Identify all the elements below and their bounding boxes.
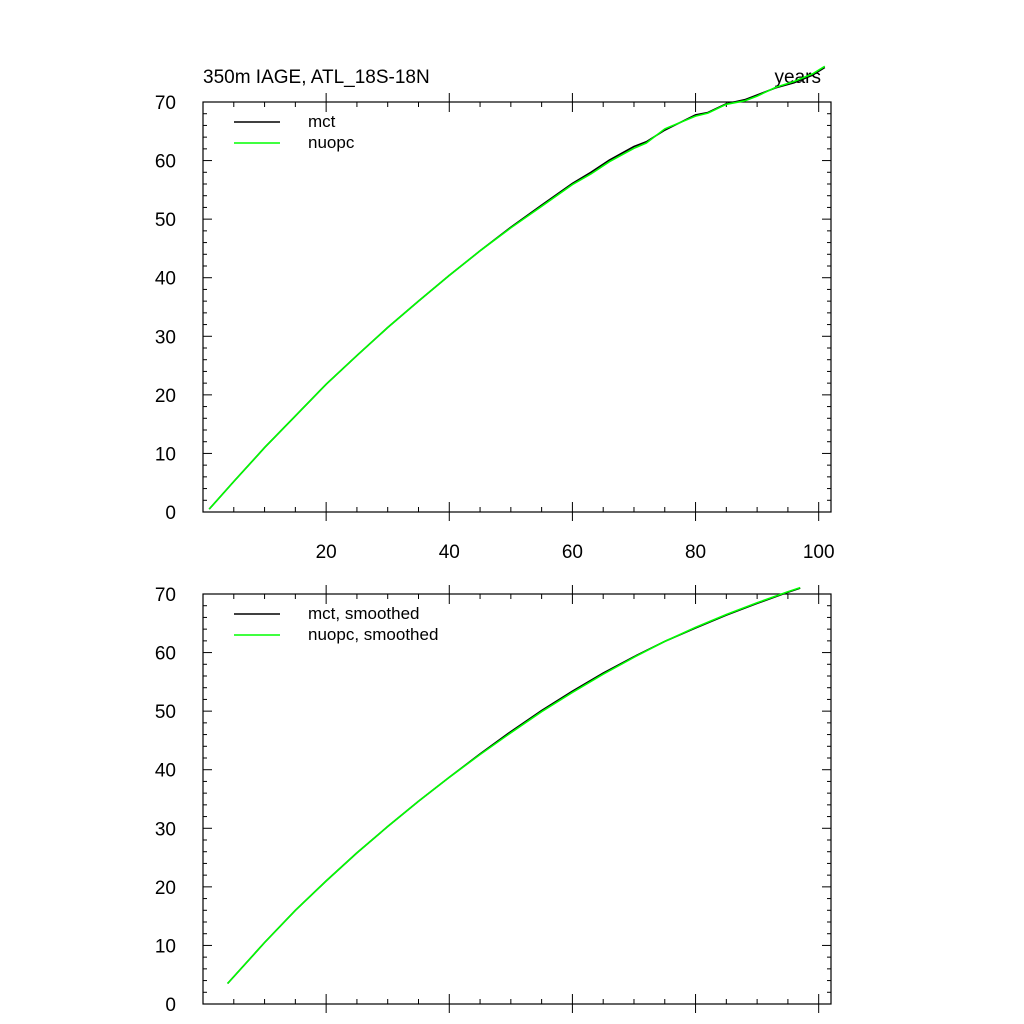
legend-label: mct, smoothed <box>308 604 420 623</box>
y-tick-label: 20 <box>155 386 176 407</box>
x-tick-label: 20 <box>316 542 337 563</box>
y-tick-label: 0 <box>165 503 176 524</box>
legend-label: nuopc <box>308 133 355 152</box>
plot-frame <box>202 593 832 1005</box>
y-tick-label: 10 <box>155 936 176 957</box>
y-tick-label: 60 <box>155 644 176 665</box>
series-line-nuopc-smoothed <box>227 586 801 985</box>
x-tick-label: 40 <box>439 542 460 563</box>
legend-label: nuopc, smoothed <box>308 625 438 644</box>
legend-label: mct <box>308 112 336 131</box>
y-tick-label: 10 <box>155 444 176 465</box>
x-tick-label: 100 <box>803 542 835 563</box>
y-tick-label: 60 <box>155 152 176 173</box>
chart-panel-1: 0 10 20 30 40 50 60 70 20 40 60 80 100 350m IAGE, ATL… <box>155 65 835 563</box>
plot-frame <box>202 101 832 513</box>
series-line-mct-smoothed <box>227 587 801 985</box>
x-tick-label: 60 <box>562 542 583 563</box>
y-tick-label: 0 <box>165 995 176 1016</box>
y-tick-label: 50 <box>155 702 176 723</box>
y-tick-label: 70 <box>155 93 176 114</box>
x-tick-label: 80 <box>685 542 706 563</box>
chart-title: 350m IAGE, ATL_18S-18N <box>203 67 430 88</box>
series-line-mct <box>208 66 826 510</box>
series-line-nuopc <box>208 65 826 510</box>
y-tick-label: 30 <box>155 819 176 840</box>
y-tick-label: 40 <box>155 761 176 782</box>
y-tick-label: 50 <box>155 210 176 231</box>
y-tick-label: 30 <box>155 327 176 348</box>
y-tick-label: 70 <box>155 585 176 606</box>
y-tick-label: 40 <box>155 269 176 290</box>
chart-panel-2: 0 10 20 30 40 50 60 70 mct, smoothed nuopc, smoot… <box>155 585 832 1016</box>
y-tick-label: 20 <box>155 878 176 899</box>
units-label: years <box>775 67 821 88</box>
